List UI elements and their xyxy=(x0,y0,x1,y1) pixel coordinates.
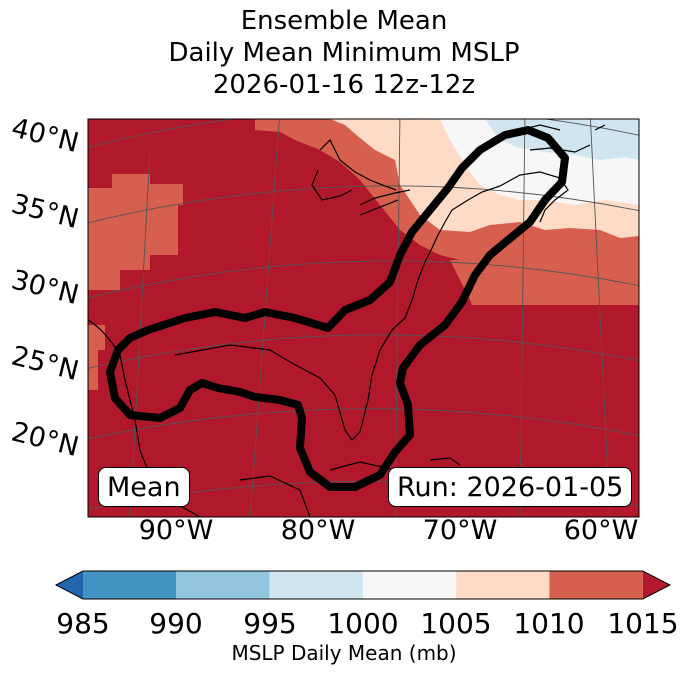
colorbar-tick-1010: 1010 xyxy=(513,607,585,640)
colorbar-tick-985: 985 xyxy=(56,607,110,640)
lon-label-60w: 60°W xyxy=(563,515,639,546)
colorbar-segment-1010-1015 xyxy=(549,571,643,599)
colorbar-segment-995-1000 xyxy=(269,571,363,599)
title-line-2: Daily Mean Minimum MSLP xyxy=(168,38,520,68)
lon-label-90w: 90°W xyxy=(138,515,214,546)
colorbar-tick-1015: 1015 xyxy=(607,607,679,640)
map-area xyxy=(88,119,639,517)
mean-label-box: Mean xyxy=(98,467,190,507)
pressure-band-1005-1010-east-strip xyxy=(450,258,639,305)
colorbar-label: MSLP Daily Mean (mb) xyxy=(231,641,457,665)
lon-label-70w: 70°W xyxy=(422,515,498,546)
colorbar-outline xyxy=(54,570,672,600)
colorbar-segment-1005-1010 xyxy=(456,571,550,599)
colorbar-tick-990: 990 xyxy=(149,607,203,640)
pressure-band-1005-1010-west xyxy=(88,119,183,390)
map-frame xyxy=(87,118,640,518)
colorbar-tick-1000: 1000 xyxy=(327,607,399,640)
colorbar-tick-995: 995 xyxy=(243,607,297,640)
colorbar-segment-990-995 xyxy=(176,571,270,599)
run-date-box: Run: 2026-01-05 xyxy=(388,467,633,507)
colorbar xyxy=(54,570,672,600)
colorbar-segment-1000-1005 xyxy=(362,571,457,599)
title-line-1: Ensemble Mean xyxy=(240,6,448,36)
ensemble-contour xyxy=(106,126,569,491)
lon-label-80w: 80°W xyxy=(280,515,356,546)
title-line-3: 2026-01-16 12z-12z xyxy=(212,70,476,100)
colorbar-segment-985-990 xyxy=(83,571,177,599)
colorbar-tick-1005: 1005 xyxy=(420,607,492,640)
colorbar-extend-high xyxy=(642,571,670,599)
colorbar-extend-low xyxy=(56,571,83,599)
